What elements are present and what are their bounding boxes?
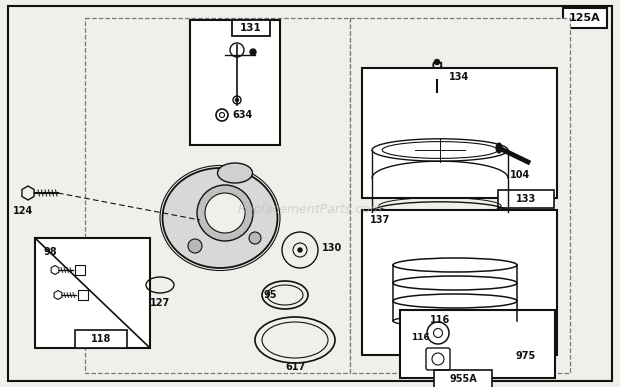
Bar <box>563 8 607 28</box>
Bar <box>75 265 85 275</box>
Circle shape <box>188 239 202 253</box>
Bar <box>232 20 270 36</box>
Ellipse shape <box>218 163 252 183</box>
Text: 634: 634 <box>232 110 252 120</box>
Circle shape <box>249 232 261 244</box>
Text: 116: 116 <box>411 332 430 341</box>
Circle shape <box>205 193 245 233</box>
Bar <box>35 238 150 348</box>
Bar <box>400 310 555 378</box>
Text: 137: 137 <box>370 215 390 225</box>
Bar <box>498 347 554 365</box>
Text: 125A: 125A <box>569 13 601 23</box>
Text: 975: 975 <box>516 351 536 361</box>
Text: 955A: 955A <box>449 374 477 384</box>
Text: 127: 127 <box>150 298 170 308</box>
Text: 131: 131 <box>240 23 262 33</box>
Circle shape <box>197 185 253 241</box>
Bar <box>75 330 127 348</box>
Bar <box>85 18 350 373</box>
Text: 133: 133 <box>516 194 536 204</box>
Text: 104: 104 <box>510 170 530 180</box>
Circle shape <box>298 248 302 252</box>
Bar <box>190 20 280 145</box>
Bar <box>362 68 557 198</box>
Bar <box>433 62 441 80</box>
Text: 124: 124 <box>13 206 33 216</box>
Text: 98: 98 <box>43 247 57 257</box>
Bar <box>498 190 554 208</box>
Text: ReplacementParts.com: ReplacementParts.com <box>237 204 383 216</box>
Circle shape <box>236 99 239 101</box>
Text: 617: 617 <box>285 362 305 372</box>
Ellipse shape <box>496 143 502 153</box>
Ellipse shape <box>162 168 278 268</box>
Bar <box>350 18 570 373</box>
Text: 130: 130 <box>322 243 342 253</box>
Text: 95: 95 <box>264 290 277 300</box>
Bar <box>362 210 557 355</box>
Bar <box>434 370 492 387</box>
Text: 116: 116 <box>430 315 450 325</box>
Text: 134: 134 <box>449 72 469 82</box>
Text: 118: 118 <box>91 334 111 344</box>
Circle shape <box>250 49 256 55</box>
Circle shape <box>435 60 440 65</box>
Bar <box>78 290 88 300</box>
